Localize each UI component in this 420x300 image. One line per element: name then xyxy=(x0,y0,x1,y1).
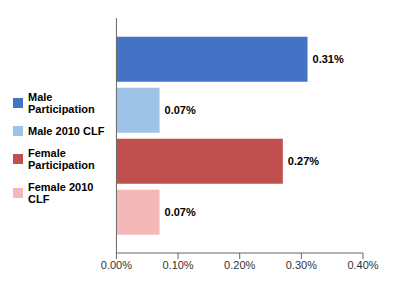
svg-text:0.20%: 0.20% xyxy=(224,259,255,271)
html-text:Male 2010 CLF: Male 2010 CLF xyxy=(28,125,105,137)
svg-text:0.31%: 0.31% xyxy=(313,53,344,65)
html-text:Participation: Participation xyxy=(28,159,95,171)
svg-text:0.10%: 0.10% xyxy=(162,259,193,271)
svg-text:0.40%: 0.40% xyxy=(347,259,378,271)
svg-text:0.07%: 0.07% xyxy=(165,104,196,116)
svg-text:0.00%: 0.00% xyxy=(101,259,132,271)
html-text:Female 2010: Female 2010 xyxy=(28,181,94,193)
svg-text:0.07%: 0.07% xyxy=(165,206,196,218)
svg-text:0.30%: 0.30% xyxy=(286,259,317,271)
html-text:Female: Female xyxy=(28,147,66,159)
html-text:Participation: Participation xyxy=(28,103,95,115)
html-text:Male: Male xyxy=(28,91,53,103)
svg-text:0.27%: 0.27% xyxy=(288,155,319,167)
html-text:CLF: CLF xyxy=(28,193,50,205)
